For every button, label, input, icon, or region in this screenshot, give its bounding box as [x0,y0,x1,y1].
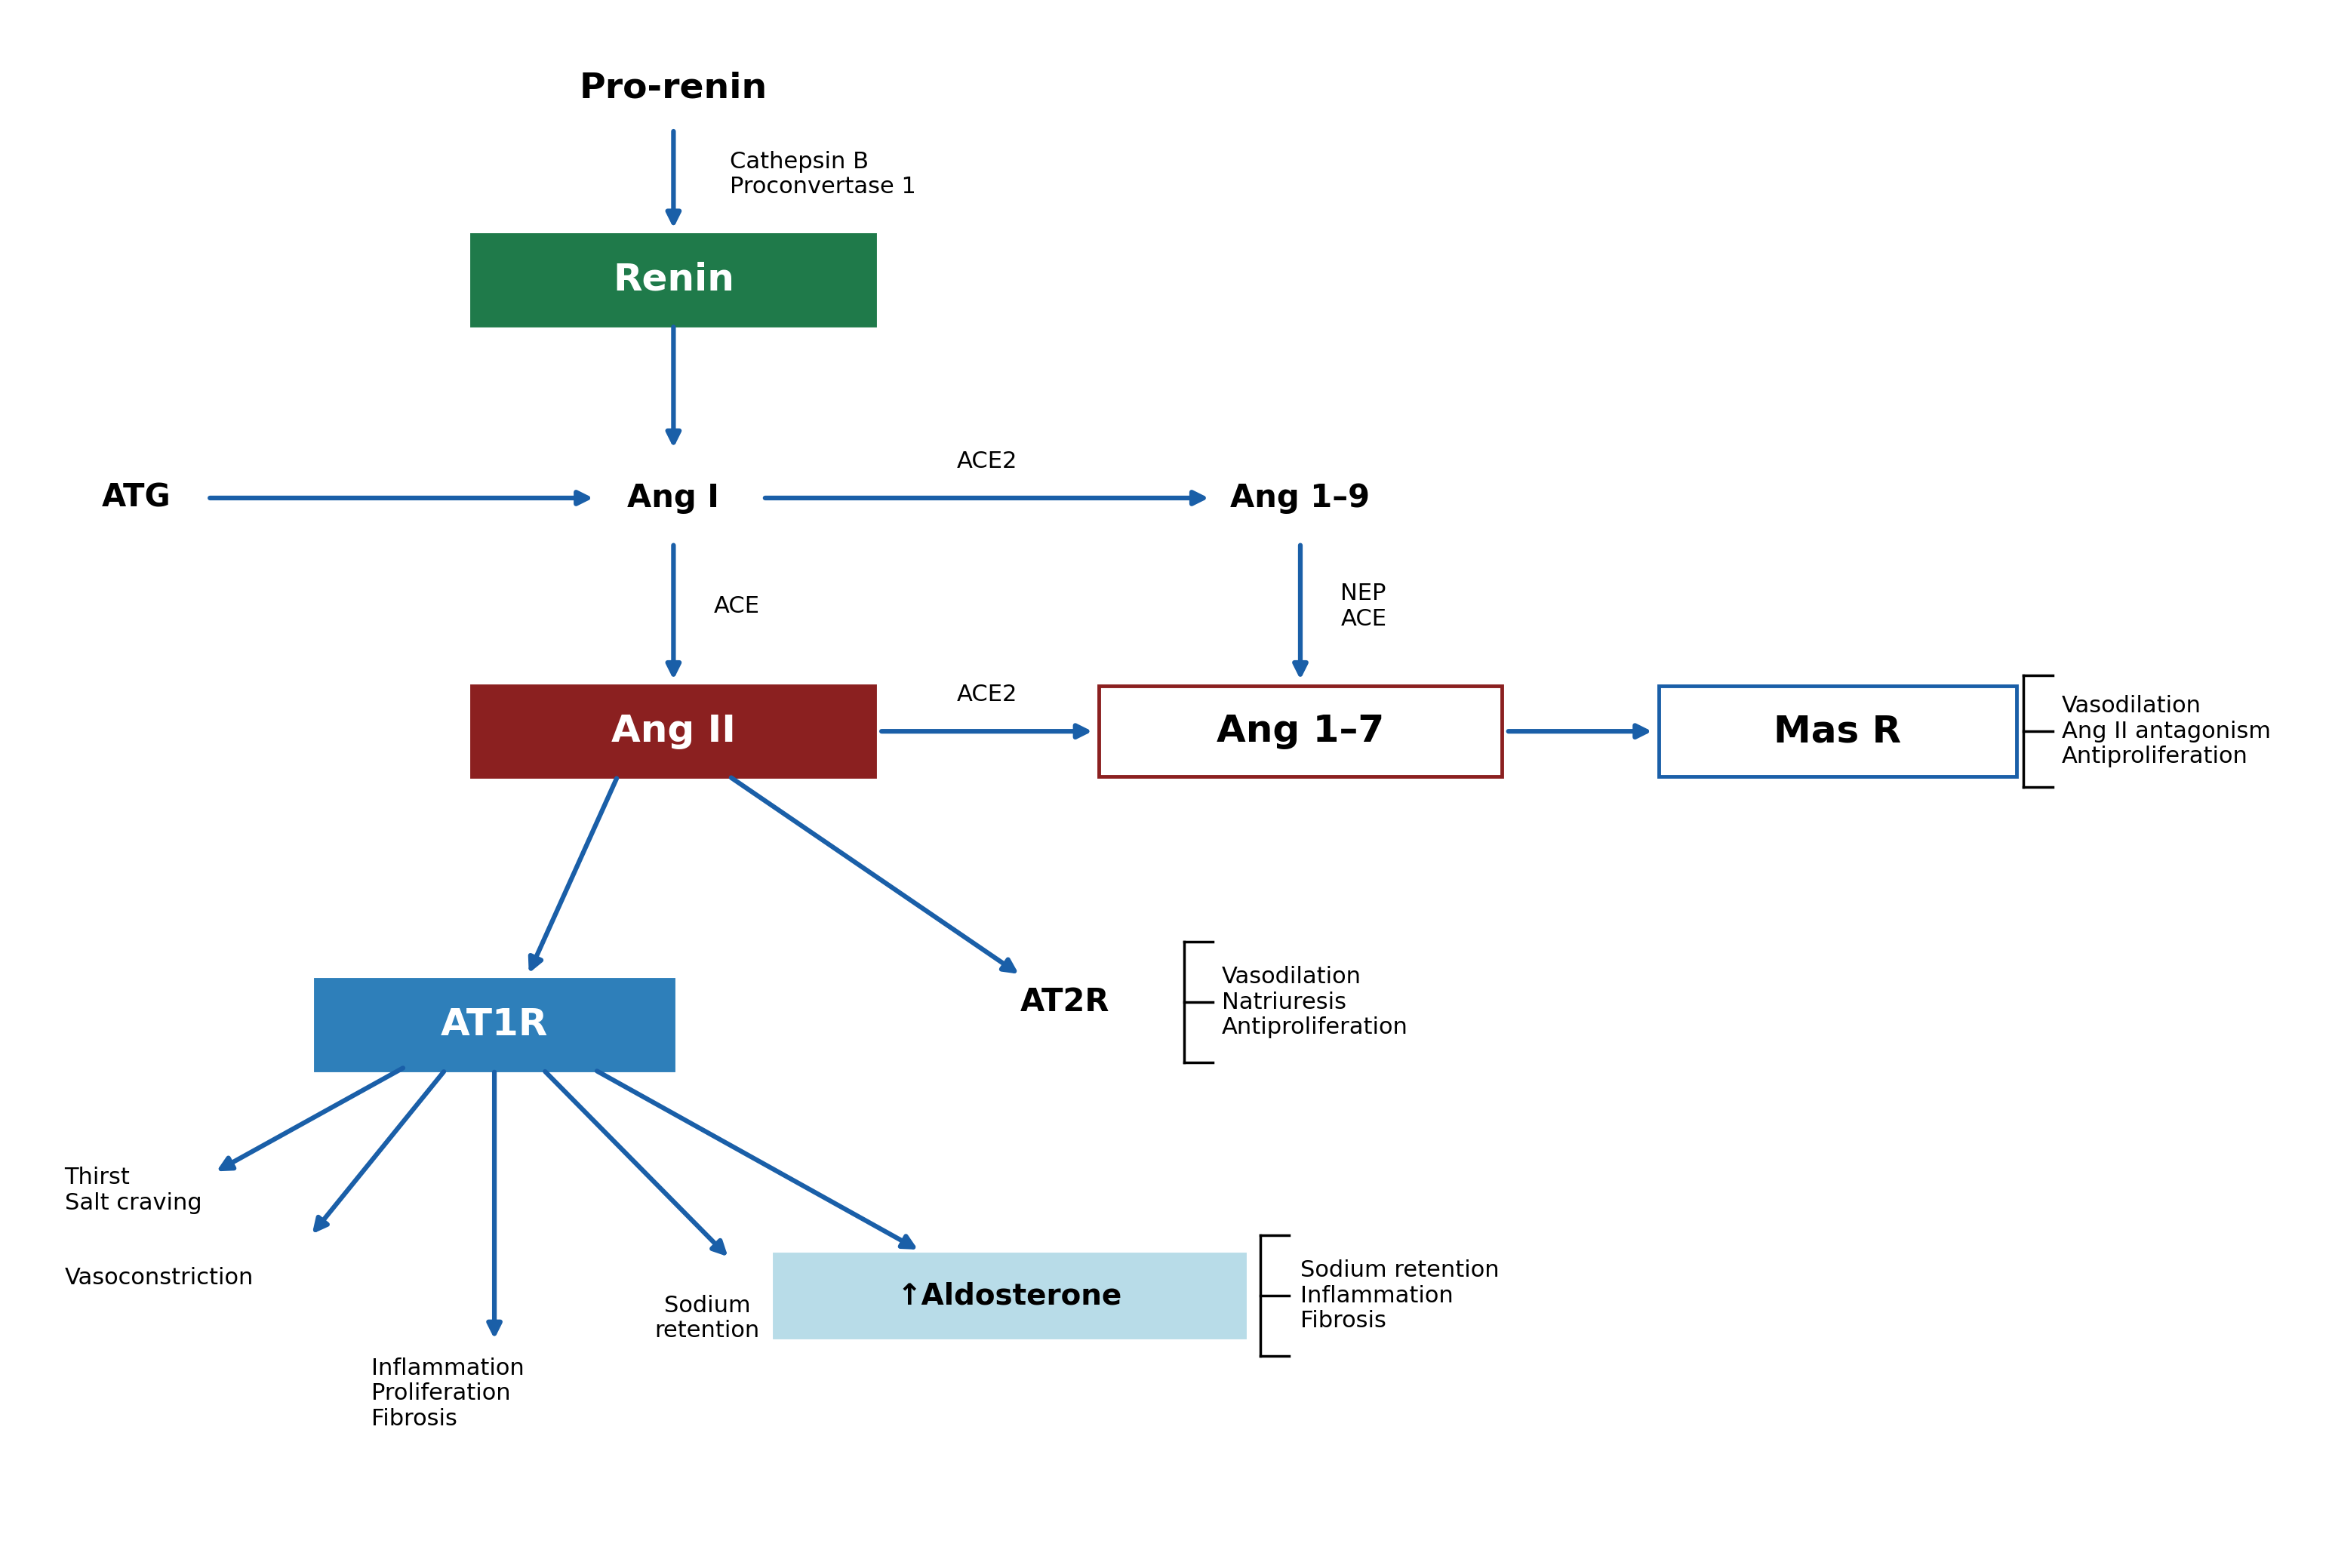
Text: Sodium retention
Inflammation
Fibrosis: Sodium retention Inflammation Fibrosis [1301,1259,1499,1333]
Text: AT2R: AT2R [1021,986,1110,1018]
Text: ACE2: ACE2 [956,450,1017,472]
FancyBboxPatch shape [471,235,874,325]
Text: Thirst
Salt craving: Thirst Salt craving [65,1167,201,1214]
Text: Vasodilation
Natriuresis
Antiproliferation: Vasodilation Natriuresis Antiproliferati… [1222,966,1409,1038]
FancyBboxPatch shape [315,980,674,1069]
Text: Cathepsin B
Proconvertase 1: Cathepsin B Proconvertase 1 [730,151,916,198]
Text: Mas R: Mas R [1775,713,1901,750]
Text: Ang 1–9: Ang 1–9 [1231,481,1371,514]
Text: Ang I: Ang I [627,481,721,514]
FancyBboxPatch shape [1098,687,1502,776]
Text: Sodium
retention: Sodium retention [655,1295,760,1342]
Text: NEP
ACE: NEP ACE [1341,583,1388,630]
Text: Pro-renin: Pro-renin [578,72,767,105]
Text: Vasoconstriction: Vasoconstriction [65,1267,254,1289]
Text: Renin: Renin [613,262,735,298]
FancyBboxPatch shape [774,1254,1245,1338]
Text: ↑Aldosterone: ↑Aldosterone [898,1281,1122,1311]
Text: Vasodilation
Ang II antagonism
Antiproliferation: Vasodilation Ang II antagonism Antiproli… [2061,695,2271,768]
Text: Inflammation
Proliferation
Fibrosis: Inflammation Proliferation Fibrosis [371,1358,525,1430]
Text: AT1R: AT1R [441,1007,548,1043]
Text: Ang II: Ang II [611,713,735,750]
Text: ACE: ACE [714,596,760,618]
FancyBboxPatch shape [471,687,874,776]
FancyBboxPatch shape [1658,687,2017,776]
Text: Ang 1–7: Ang 1–7 [1217,713,1385,750]
Text: ACE2: ACE2 [956,684,1017,706]
Text: ATG: ATG [103,481,170,514]
